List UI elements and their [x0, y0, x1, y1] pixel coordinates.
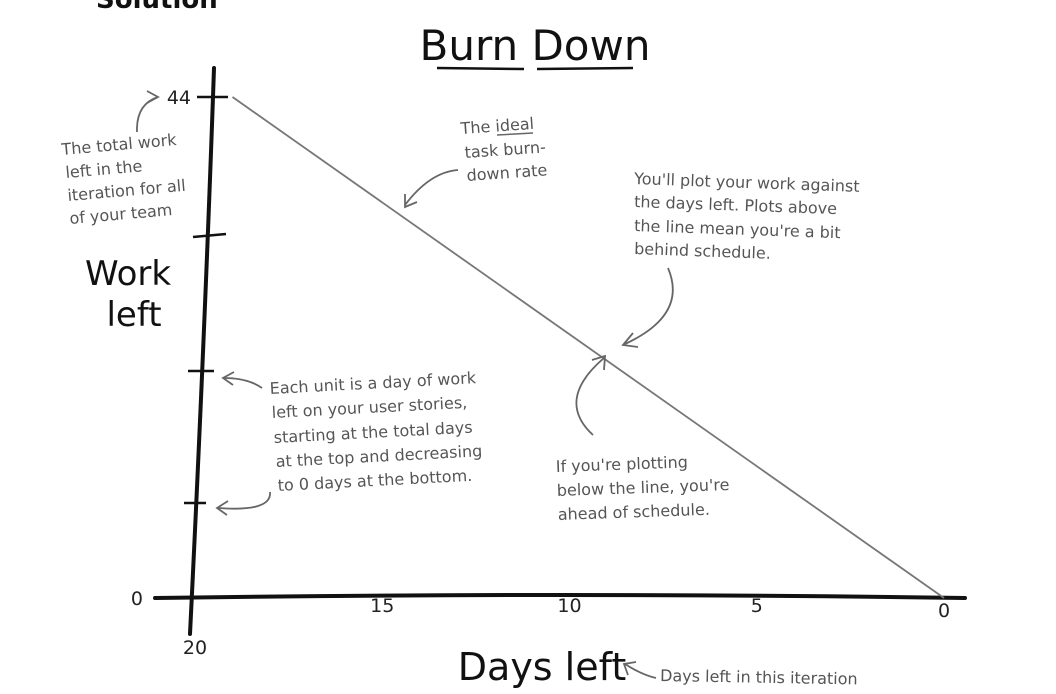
annotation-below-note-line: If you're plotting — [555, 452, 688, 476]
y-tick-label: 44 — [167, 87, 191, 109]
annotation-unit-note-line: left on your user stories, — [271, 393, 467, 422]
x-axis — [153, 593, 967, 600]
annotation-days-note-text: Days left in this iteration — [660, 666, 858, 688]
arrowhead-below-note — [591, 354, 606, 371]
annotation-plot-note-line: You'll plot your work against — [633, 169, 860, 196]
y-tick-label: 0 — [131, 588, 143, 610]
x-tick-label: 20 — [183, 637, 207, 659]
arrow-unit-top — [223, 377, 263, 389]
annotation-unit-note-line: to 0 days at the bottom. — [277, 466, 472, 495]
annotation-days-note: Days left in this iteration — [622, 661, 858, 688]
y-axis-title-line-1: Work — [85, 254, 171, 294]
annotation-plot-note: You'll plot your work against the days l… — [621, 169, 860, 348]
arrow-days-note — [624, 663, 657, 679]
arrow-ideal-rate — [404, 169, 459, 206]
annotation-total-work-line: of your team — [69, 200, 173, 228]
title-underline-1 — [436, 66, 525, 71]
annotation-ideal-rate-line: The ideal — [459, 114, 535, 138]
annotation-total-work-line: left in the — [65, 156, 143, 182]
annotation-below-note-line: ahead of schedule. — [557, 500, 710, 524]
annotation-below-note: If you're plotting below the line, you'r… — [555, 354, 730, 524]
arrowhead-total-work — [146, 90, 160, 104]
ideal-burndown-line — [231, 96, 945, 599]
annotation-plot-note-line: behind schedule. — [634, 239, 771, 263]
x-tick-label: 5 — [751, 595, 763, 617]
y-axis-title-line-2: left — [106, 295, 161, 335]
y-tick-mark-2 — [192, 232, 227, 239]
annotation-plot-note-line: the line mean you're a bit — [634, 216, 841, 242]
arrowhead-ideal-rate — [404, 194, 418, 209]
x-tick-label: 0 — [938, 600, 950, 622]
annotation-ideal-rate: The ideal task burn- down rate — [404, 114, 548, 209]
annotation-below-note-line: below the line, you're — [556, 475, 729, 500]
arrowhead-plot-note — [621, 332, 639, 348]
corner-heading: Solution — [96, 0, 218, 15]
chart-title: Burn Down — [420, 21, 651, 70]
arrowhead-unit-top — [221, 371, 235, 386]
title-underline-2 — [536, 66, 634, 71]
annotation-ideal-rate-line: task burn- — [464, 137, 546, 162]
x-tick-label: 15 — [370, 595, 394, 617]
x-tick-label: 10 — [557, 595, 581, 617]
annotation-unit-note: Each unit is a day of work left on your … — [215, 368, 483, 516]
series-lines — [231, 96, 945, 599]
annotation-total-work-line: The total work — [60, 130, 178, 159]
arrow-below-note — [575, 357, 605, 436]
y-axis — [188, 66, 216, 636]
arrow-plot-note — [624, 267, 674, 345]
x-tick-labels: 20 15 10 5 0 — [183, 595, 950, 659]
x-axis-title: Days left — [458, 645, 626, 689]
arrowhead-unit-bottom — [215, 500, 229, 516]
annotation-plot-note-line: the days left. Plots above — [634, 192, 837, 218]
arrow-unit-bottom — [217, 491, 271, 510]
y-tick-labels: 44 0 — [131, 87, 191, 610]
ideal-underline — [496, 132, 534, 136]
annotation-ideal-rate-line: down rate — [466, 160, 548, 185]
annotation-total-work: The total work left in the iteration for… — [60, 90, 186, 228]
arrowhead-days-note — [622, 661, 637, 676]
